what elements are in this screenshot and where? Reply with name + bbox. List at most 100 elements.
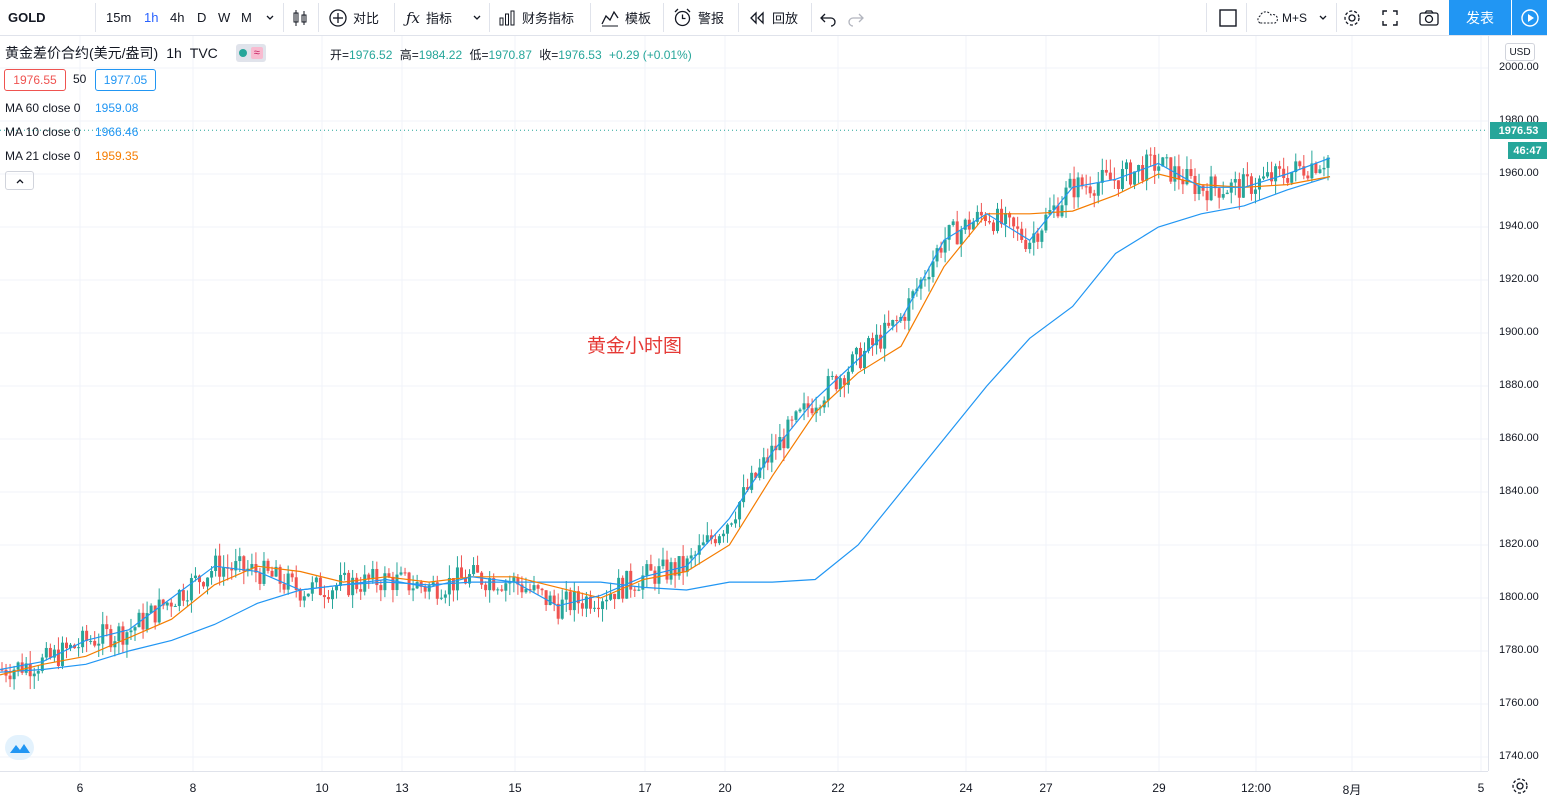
layout-select-button[interactable]: [1218, 0, 1238, 35]
candle-body: [322, 595, 326, 598]
candle-body: [717, 536, 721, 544]
ma10-legend[interactable]: MA 10 close 0 1966.46: [5, 125, 138, 139]
undo-button[interactable]: [819, 0, 837, 35]
indicators-dropdown[interactable]: [472, 0, 482, 35]
candle-body: [0, 669, 4, 671]
candle-body: [1314, 163, 1318, 173]
candle-body: [826, 376, 830, 401]
candle-body: [326, 597, 330, 600]
candle-body: [1116, 180, 1120, 189]
ma60-legend[interactable]: MA 60 close 0 1959.08: [5, 101, 138, 115]
cloud-save-button[interactable]: M+S: [1254, 0, 1307, 35]
interval-15m[interactable]: 15m: [106, 0, 131, 35]
candle-body: [746, 487, 750, 490]
price-tick-label: 1740.00: [1499, 750, 1539, 762]
market-status[interactable]: ≈: [235, 44, 266, 62]
interval-m[interactable]: M: [241, 0, 252, 35]
publish-button[interactable]: 发表: [1449, 0, 1511, 35]
candle-body: [367, 574, 371, 580]
bar-countdown-label: 46:47: [1508, 142, 1547, 159]
candle-body: [931, 261, 935, 277]
interval-w[interactable]: W: [218, 0, 230, 35]
candle-body: [1181, 179, 1185, 185]
alerts-button[interactable]: 警报: [672, 0, 724, 35]
price-tick-label: 1820.00: [1499, 538, 1539, 550]
time-axis[interactable]: 6 8 10 13 15 17 20 22 24 27 29 12:00 8月 5: [0, 771, 1488, 803]
candle-body: [93, 640, 97, 646]
fx-icon: ƒx: [406, 8, 421, 27]
fullscreen-button[interactable]: [1381, 0, 1399, 35]
interval-1h[interactable]: 1h: [144, 0, 158, 35]
candle-body: [1185, 169, 1189, 185]
candle-body: [1233, 179, 1237, 183]
candle-body: [496, 589, 500, 591]
chart-type-button[interactable]: [291, 0, 309, 35]
candle-body: [713, 539, 717, 544]
sell-price-button[interactable]: 1976.55: [4, 69, 66, 91]
snapshot-button[interactable]: [1418, 0, 1440, 35]
candle-body: [1241, 174, 1245, 198]
candle-body: [540, 588, 544, 591]
symbol-search[interactable]: GOLD: [8, 0, 46, 35]
chevron-down-icon: [1319, 15, 1327, 20]
instrument-title[interactable]: 黄金差价合约(美元/盎司): [5, 45, 159, 61]
chart-annotation[interactable]: 黄金小时图: [587, 336, 683, 357]
currency-label[interactable]: USD: [1505, 43, 1535, 61]
candle-body: [407, 572, 411, 591]
candle-body: [318, 577, 322, 596]
candle-body: [85, 630, 89, 641]
candle-body: [129, 630, 133, 633]
candle-body: [963, 219, 967, 230]
price-tick-label: 1800.00: [1499, 591, 1539, 603]
gear-icon: [1512, 778, 1528, 794]
candle-body: [907, 298, 911, 321]
candle-body: [1306, 175, 1310, 179]
symbol-label: GOLD: [8, 10, 46, 25]
price-tick-label: 1860.00: [1499, 432, 1539, 444]
candle-body: [488, 578, 492, 591]
candle-body: [447, 578, 451, 595]
candle-body: [879, 334, 883, 349]
candle-body: [306, 593, 310, 597]
settings-button[interactable]: [1342, 0, 1362, 35]
spread-value: 50: [73, 72, 87, 86]
candle-body: [36, 671, 40, 674]
interval-dropdown[interactable]: [265, 0, 275, 35]
buy-price-button[interactable]: 1977.05: [95, 69, 156, 91]
indicators-button[interactable]: ƒx 指标: [406, 0, 452, 35]
candle-body: [423, 586, 427, 592]
candle-body: [1020, 228, 1024, 240]
play-button[interactable]: [1512, 0, 1547, 35]
candle-body: [1286, 178, 1290, 183]
candle-body: [1080, 177, 1084, 187]
ma21-legend[interactable]: MA 21 close 0 1959.35: [5, 149, 138, 163]
candle-body: [842, 378, 846, 385]
candle-body: [798, 409, 802, 412]
redo-button[interactable]: [847, 0, 865, 35]
interval-d[interactable]: D: [197, 0, 206, 35]
legend-source: TVC: [189, 45, 218, 61]
candle-body: [1072, 178, 1076, 198]
candle-body: [282, 583, 286, 590]
candle-body: [887, 322, 891, 326]
price-axis[interactable]: 2000.00 1980.00 1960.00 1940.00 1920.00 1900.…: [1488, 36, 1547, 771]
candle-body: [1282, 168, 1286, 179]
layout-dropdown[interactable]: [1318, 0, 1328, 35]
financials-button[interactable]: 财务指标: [497, 0, 574, 35]
candle-body: [947, 225, 951, 240]
interval-4h[interactable]: 4h: [170, 0, 184, 35]
tradingview-logo[interactable]: [5, 735, 34, 760]
chart-settings-button[interactable]: [1510, 776, 1530, 801]
compare-button[interactable]: 对比: [328, 0, 379, 35]
play-icon: [1520, 8, 1539, 27]
candle-body: [1318, 169, 1322, 173]
replay-button[interactable]: 回放: [748, 0, 798, 35]
candle-body: [1274, 166, 1278, 182]
candle-body: [568, 591, 572, 611]
collapse-legend-button[interactable]: [5, 171, 34, 190]
price-chart[interactable]: [0, 36, 1488, 771]
templates-button[interactable]: 模板: [600, 0, 651, 35]
candle-body: [552, 595, 556, 604]
candle-body: [649, 564, 653, 571]
candle-body: [979, 211, 983, 216]
